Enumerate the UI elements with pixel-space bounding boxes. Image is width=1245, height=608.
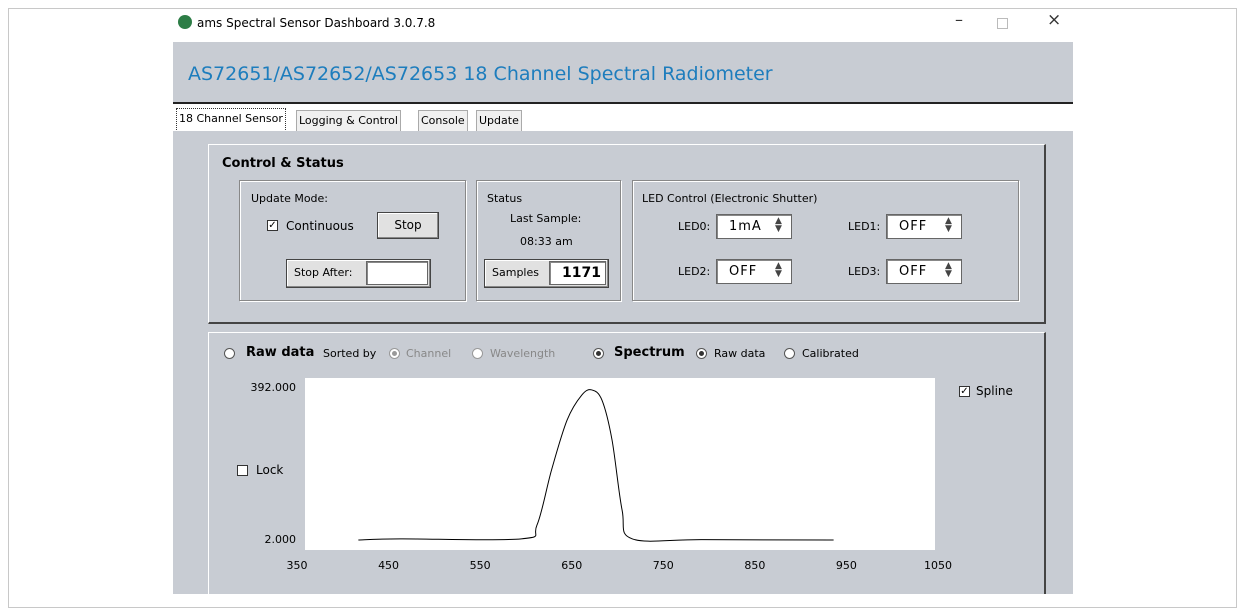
wavelength-radio[interactable] [472, 348, 483, 359]
tab[interactable]: Logging & Control [296, 110, 401, 131]
tab[interactable]: Update [476, 110, 522, 131]
minimize-button[interactable]: – [955, 10, 963, 29]
led-spinner[interactable]: ▲ ▼ [945, 261, 952, 279]
radio-label: Spectrum [614, 345, 685, 360]
channel-radio[interactable] [389, 348, 400, 359]
group-label: LED Control (Electronic Shutter) [642, 192, 818, 205]
update-mode-group [239, 180, 466, 301]
chart: 350 450 550 650 750 850 950 1050 2.000 392.000 [251, 378, 952, 572]
status-group [476, 180, 621, 301]
radio-label: Calibrated [802, 347, 859, 360]
spectrum-radio[interactable] [593, 348, 604, 359]
sorted-by-label: Sorted by [323, 347, 377, 360]
continuous-checkbox[interactable]: ✓ [267, 220, 278, 231]
app-icon [178, 15, 192, 29]
radio-label: Channel [406, 347, 452, 360]
radio-label: Raw data [714, 347, 766, 360]
last-sample-time: 08:33 am [520, 235, 573, 248]
x-tick-label: 1050 [924, 559, 952, 572]
app-title: AS72651/AS72652/AS72653 18 Channel Spect… [188, 63, 773, 85]
last-sample-label: Last Sample: [510, 212, 582, 225]
header [173, 42, 1073, 104]
close-button[interactable]: × [1047, 10, 1062, 30]
led-value[interactable]: 1mA [716, 214, 792, 239]
radio-label: Wavelength [490, 347, 556, 360]
x-tick-label: 750 [653, 559, 674, 572]
x-tick-label: 450 [378, 559, 399, 572]
panel-title: Control & Status [222, 156, 344, 171]
lock-checkbox[interactable] [237, 465, 248, 476]
spectrum-raw-radio[interactable] [696, 348, 707, 359]
tab[interactable]: Console [418, 110, 468, 131]
led-value[interactable]: OFF [886, 214, 962, 239]
group-label: Update Mode: [251, 192, 329, 205]
radio-label: Raw data [246, 345, 315, 360]
maximize-button[interactable] [997, 18, 1008, 29]
x-tick-label: 850 [744, 559, 765, 572]
stop-after-input[interactable] [366, 261, 428, 285]
checkbox-label: Continuous [286, 219, 354, 233]
led-value[interactable]: OFF [716, 259, 792, 284]
stop-button[interactable]: Stop [377, 212, 439, 239]
x-tick-label: 350 [287, 559, 308, 572]
group-label: Status [487, 192, 523, 205]
plot-area [305, 378, 935, 550]
led-spinner[interactable]: ▲ ▼ [775, 261, 782, 279]
checkbox-label: Spline [976, 384, 1013, 398]
stop-after-label: Stop After: [294, 266, 353, 279]
led-label: LED0: [678, 220, 711, 233]
calibrated-radio[interactable] [784, 348, 795, 359]
checkbox-label: Lock [256, 463, 284, 477]
x-tick-label: 650 [561, 559, 582, 572]
spectrum-line [358, 389, 834, 542]
led-group [632, 180, 1019, 301]
raw-data-radio[interactable] [224, 348, 235, 359]
samples-value: 1171 [549, 261, 606, 285]
led-label: LED2: [678, 265, 711, 278]
led-label: LED1: [848, 220, 881, 233]
x-tick-label: 550 [470, 559, 491, 572]
y-tick-label: 2.000 [265, 533, 297, 546]
window-title: ams Spectral Sensor Dashboard 3.0.7.8 [197, 16, 436, 30]
led-spinner[interactable]: ▲ ▼ [945, 216, 952, 234]
led-value[interactable]: OFF [886, 259, 962, 284]
samples-label: Samples [492, 266, 539, 279]
page: ams Spectral Sensor Dashboard 3.0.7.8 – … [8, 8, 1237, 608]
led-spinner[interactable]: ▲ ▼ [775, 216, 782, 234]
led-label: LED3: [848, 265, 881, 278]
y-tick-label: 392.000 [251, 381, 297, 394]
spline-checkbox[interactable]: ✓ [959, 386, 970, 397]
x-tick-label: 950 [836, 559, 857, 572]
